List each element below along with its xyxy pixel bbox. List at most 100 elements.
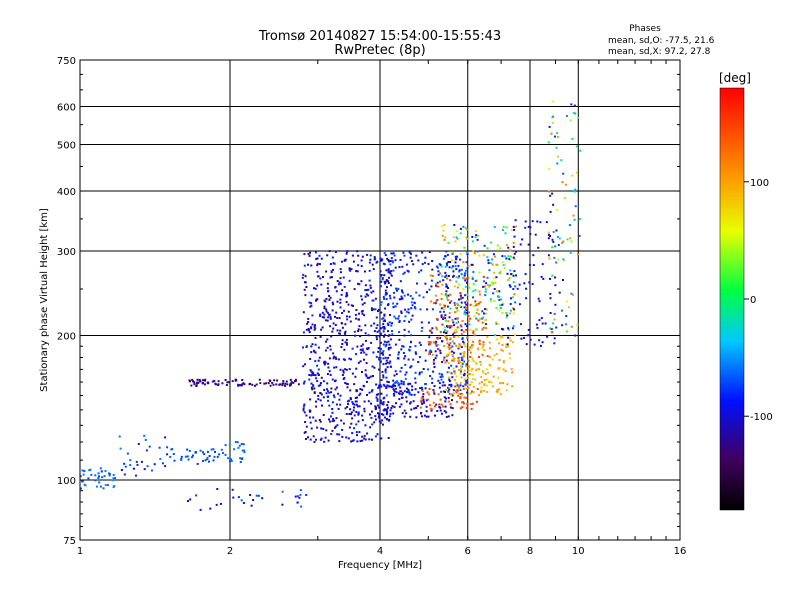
data-point [492, 292, 495, 295]
data-point [452, 357, 455, 360]
data-point [321, 326, 324, 329]
data-point [104, 470, 107, 472]
data-point [419, 344, 422, 346]
data-point [415, 416, 418, 419]
data-point [440, 378, 443, 381]
data-point [458, 359, 461, 362]
data-point [414, 388, 417, 391]
data-point [502, 382, 505, 385]
data-point [397, 382, 400, 385]
data-point [465, 365, 468, 368]
data-point [448, 386, 451, 389]
data-point [435, 300, 438, 303]
data-point [316, 372, 319, 375]
data-point [129, 459, 132, 462]
data-point [577, 116, 580, 119]
data-point [460, 296, 462, 299]
data-point [385, 362, 387, 365]
data-point [446, 253, 449, 256]
data-point [421, 326, 424, 329]
data-point [345, 413, 348, 415]
data-point [302, 331, 305, 334]
data-point [433, 302, 435, 305]
colorbar [719, 87, 745, 511]
data-point [471, 367, 474, 370]
data-point [386, 286, 388, 289]
data-point [450, 300, 453, 303]
data-point [483, 382, 486, 385]
data-point [326, 346, 329, 349]
data-point [493, 255, 496, 258]
data-point [454, 330, 456, 332]
data-point [561, 181, 564, 184]
data-point [500, 335, 503, 338]
data-point [569, 252, 572, 254]
data-point [383, 319, 386, 322]
data-point [380, 341, 382, 344]
data-point [378, 415, 381, 418]
data-point [206, 450, 209, 453]
data-point [326, 390, 329, 393]
data-point [462, 385, 465, 388]
data-point [364, 270, 366, 273]
data-point [326, 319, 329, 322]
data-point [554, 245, 557, 248]
data-point [382, 374, 385, 377]
data-point [382, 376, 385, 379]
data-point [442, 257, 445, 260]
data-point [495, 306, 498, 309]
data-point [281, 384, 284, 387]
data-point [449, 346, 452, 349]
data-point [203, 379, 206, 382]
data-point [371, 438, 373, 441]
data-point [393, 291, 395, 294]
data-point [317, 368, 320, 371]
data-point [190, 384, 193, 387]
data-point [345, 338, 348, 341]
data-point [382, 353, 385, 356]
data-point [281, 382, 284, 385]
data-point [439, 349, 442, 352]
data-point [382, 383, 385, 386]
data-point [360, 329, 363, 332]
data-point [452, 367, 455, 370]
data-point [551, 246, 554, 249]
data-point [387, 348, 390, 351]
data-point [334, 425, 337, 428]
data-point [472, 304, 475, 307]
data-point [202, 379, 204, 382]
data-point [447, 287, 449, 289]
data-point [439, 337, 442, 340]
data-point [464, 269, 467, 272]
data-point [448, 266, 451, 269]
data-point [472, 378, 474, 380]
data-point [378, 329, 381, 332]
data-point [394, 381, 397, 384]
data-point [436, 266, 439, 269]
data-point [485, 308, 488, 311]
data-point [364, 369, 367, 372]
data-point [361, 439, 364, 442]
colorbar-tick-label: -100 [750, 412, 773, 423]
data-point [319, 277, 322, 280]
data-point [440, 303, 443, 306]
data-point [339, 298, 342, 301]
data-point [372, 351, 375, 354]
data-point [445, 283, 448, 286]
data-point [427, 263, 430, 265]
data-point [548, 257, 551, 260]
data-point [459, 297, 462, 300]
data-point [474, 280, 477, 283]
data-point [367, 347, 370, 349]
data-point [461, 401, 464, 404]
data-point [322, 380, 325, 383]
data-point [79, 475, 82, 478]
data-point [488, 347, 491, 350]
data-point [454, 240, 457, 243]
data-point [303, 288, 306, 291]
data-point [407, 293, 409, 296]
data-point [456, 255, 459, 258]
data-point [210, 448, 213, 451]
data-point [579, 149, 582, 152]
